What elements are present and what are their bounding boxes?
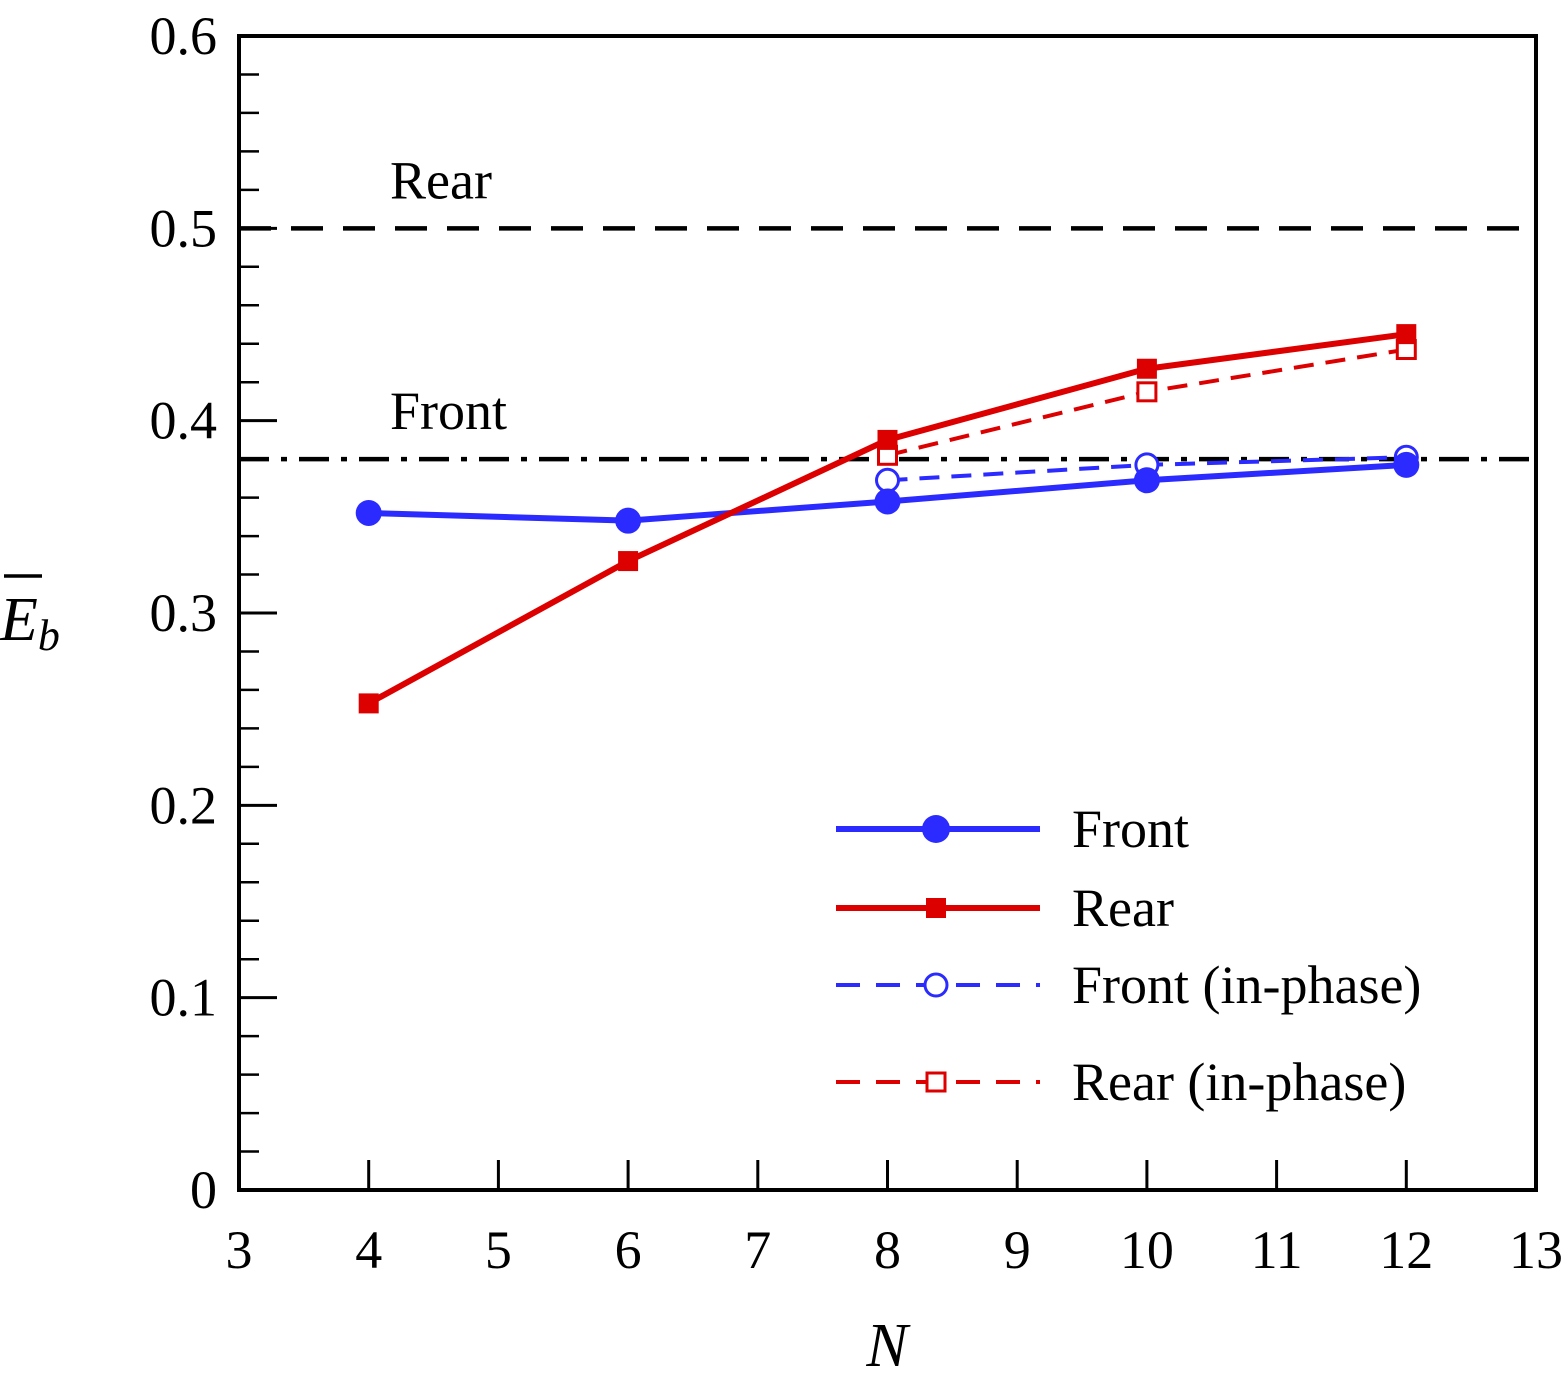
series-layer: [355, 324, 1420, 714]
data-point-rear-0: [358, 693, 379, 714]
x-tick-label-4: 7: [744, 1220, 771, 1280]
y-tick-label-5: 0.5: [150, 198, 218, 258]
x-tick-label-10: 13: [1509, 1220, 1563, 1280]
x-axis-title: N: [865, 1312, 911, 1380]
data-point-front-1: [615, 507, 642, 534]
y-tick-label-0: 0: [190, 1160, 217, 1220]
legend-label-rear: Rear: [1072, 878, 1174, 938]
x-tick-label-3: 6: [615, 1220, 642, 1280]
reference-label-rear: Rear: [390, 150, 492, 210]
series-rear: [358, 324, 1417, 714]
legend-label-rear-in-phase: Rear (in-phase): [1072, 1052, 1406, 1112]
data-point-front-0: [355, 499, 382, 526]
plot-frame: [237, 34, 1538, 1192]
y-tick-label-2: 0.2: [150, 775, 218, 835]
y-tick-label-4: 0.4: [150, 391, 218, 451]
legend-label-front-in-phase: Front (in-phase): [1072, 955, 1421, 1015]
y-tick-label-3: 0.3: [150, 583, 218, 643]
x-tick-label-8: 11: [1251, 1220, 1303, 1280]
series-front: [355, 451, 1420, 534]
legend: Front Rear Front (in-phase) Rear (in-phase): [836, 799, 1421, 1112]
legend-marker-rear: [926, 898, 946, 918]
x-tick-label-7: 10: [1120, 1220, 1174, 1280]
y-axis-title-subscript: b: [38, 611, 60, 660]
reference-label-front: Front: [390, 381, 507, 441]
data-point-front-4: [1393, 451, 1420, 478]
data-point-front-in-phase-0: [875, 467, 900, 493]
legend-marker-front-in-phase: [923, 972, 949, 998]
x-tick-label-9: 12: [1379, 1220, 1433, 1280]
x-tick-label-5: 8: [874, 1220, 901, 1280]
axis-ticks: 3 4 5 6 7 8 9 10 11 12 13 0 0.1 0.2 0.3 0.4 0.5 0.6: [150, 6, 1564, 1280]
data-point-rear-1: [618, 551, 639, 572]
y-axis-title-symbol: E: [0, 586, 38, 654]
y-tick-label-6: 0.6: [150, 6, 218, 66]
x-tick-label-1: 4: [355, 1220, 382, 1280]
legend-marker-rear-in-phase: [925, 1071, 947, 1093]
x-tick-label-2: 5: [485, 1220, 512, 1280]
legend-marker-front: [922, 815, 950, 843]
y-axis-title: Eb: [0, 574, 60, 660]
data-point-rear-2: [877, 429, 898, 450]
data-point-front-2: [874, 488, 901, 515]
x-tick-label-0: 3: [226, 1220, 253, 1280]
data-point-rear-4: [1396, 324, 1417, 345]
data-point-rear-3: [1136, 358, 1157, 379]
svg-text:Eb: Eb: [0, 586, 60, 660]
legend-label-front: Front: [1072, 799, 1189, 859]
series-rear-in-phase: [877, 339, 1417, 466]
reference-lines: Rear Front: [239, 150, 1536, 462]
data-point-front-3: [1133, 467, 1160, 494]
x-tick-label-6: 9: [1004, 1220, 1031, 1280]
data-point-rear-in-phase-1: [1136, 381, 1158, 403]
y-tick-label-1: 0.1: [150, 968, 218, 1028]
